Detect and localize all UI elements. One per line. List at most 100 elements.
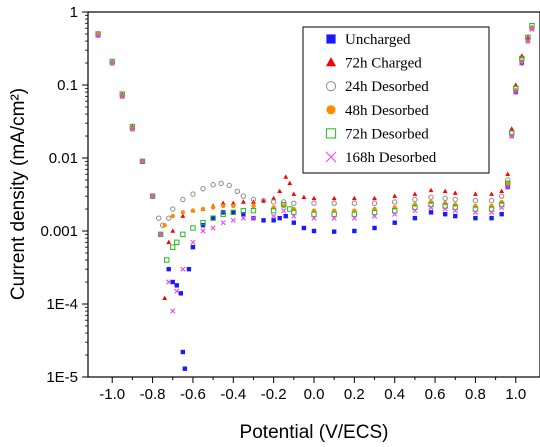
data-point <box>442 203 448 209</box>
data-point <box>109 60 115 66</box>
data-point <box>351 195 357 201</box>
data-point <box>174 283 179 288</box>
data-point <box>190 244 196 250</box>
data-point <box>139 158 146 165</box>
data-point <box>260 198 267 204</box>
y-axis-title: Current density (mA/cm²) <box>8 88 29 300</box>
data-point <box>277 215 282 221</box>
data-point <box>442 211 448 217</box>
data-point <box>271 218 276 223</box>
data-point <box>166 279 172 285</box>
x-axis-title: Potential (V/ECS) <box>240 422 389 442</box>
data-point <box>250 215 257 221</box>
data-point <box>488 198 495 204</box>
data-point <box>473 215 478 221</box>
data-point <box>371 209 378 216</box>
data-point <box>271 213 277 219</box>
data-point <box>180 210 186 215</box>
data-point <box>428 187 434 193</box>
data-point <box>250 196 257 203</box>
data-point <box>162 223 167 228</box>
data-point <box>240 207 247 214</box>
data-point <box>519 53 525 58</box>
data-point <box>352 228 357 234</box>
data-point <box>261 218 266 223</box>
data-point <box>392 220 397 225</box>
legend-label: Uncharged <box>345 32 411 48</box>
data-point <box>499 211 504 217</box>
x-tick-label: -0.6 <box>180 386 206 403</box>
y-tick-label: 0.01 <box>49 150 78 167</box>
data-point <box>513 89 519 95</box>
data-point <box>371 213 378 219</box>
data-point <box>311 195 317 201</box>
data-point <box>281 201 287 208</box>
data-point <box>488 209 495 215</box>
data-point <box>291 191 297 196</box>
data-point <box>230 209 236 216</box>
data-point <box>170 206 176 212</box>
data-point <box>283 213 288 219</box>
data-point <box>442 206 448 212</box>
data-point <box>372 225 377 231</box>
data-point <box>287 206 293 212</box>
data-point <box>271 195 277 201</box>
data-point <box>155 215 162 221</box>
data-point <box>281 203 286 209</box>
data-point <box>200 206 206 212</box>
data-point <box>499 188 505 194</box>
data-point <box>170 244 176 250</box>
data-point <box>331 211 337 217</box>
data-point <box>190 208 196 213</box>
data-point <box>509 126 515 131</box>
data-point <box>505 181 510 186</box>
data-point <box>95 32 101 38</box>
data-point <box>180 196 186 203</box>
data-point <box>519 55 525 62</box>
data-point <box>311 228 317 234</box>
data-point <box>210 215 216 221</box>
legend-marker <box>325 81 337 92</box>
data-point <box>163 257 170 263</box>
y-tick-label: 1 <box>70 4 78 21</box>
data-point <box>452 196 458 203</box>
legend-label: 72h Desorbed <box>345 126 429 142</box>
data-point <box>200 228 206 234</box>
legend-label: 24h Desorbed <box>345 79 429 95</box>
data-point <box>157 231 164 238</box>
y-tick-label: 0.1 <box>57 77 78 94</box>
data-point <box>230 217 236 223</box>
data-point <box>453 202 458 207</box>
data-point <box>251 203 256 209</box>
legend-label: 168h Desorbed <box>345 150 437 166</box>
data-point <box>519 60 525 66</box>
data-point <box>473 191 478 196</box>
data-point <box>498 193 505 199</box>
data-point <box>170 213 175 219</box>
data-point <box>291 200 297 206</box>
data-point <box>489 191 494 196</box>
data-point <box>234 188 241 194</box>
data-point <box>241 211 246 217</box>
data-point <box>210 205 216 210</box>
axis-ticks: -1.0 -0.8 -0.6 -0.4 -0.2 0.0 0.2 0.4 0.6 0.8 1.0 1 0… <box>40 4 526 403</box>
data-point <box>226 182 232 189</box>
y-tick-label: 0.001 <box>40 223 78 240</box>
data-point <box>174 239 180 246</box>
legend-marker <box>325 57 337 67</box>
data-point <box>505 180 511 187</box>
data-point <box>412 202 418 207</box>
data-point <box>271 205 276 210</box>
data-point <box>442 188 448 194</box>
data-point <box>220 203 226 209</box>
data-point <box>220 200 226 206</box>
data-point <box>525 38 531 44</box>
data-point <box>291 220 297 225</box>
series-2 <box>95 25 535 228</box>
data-point <box>428 210 434 215</box>
data-point <box>95 31 101 37</box>
data-point <box>261 198 266 203</box>
x-tick-label: 0.4 <box>384 386 405 403</box>
data-point <box>166 266 171 272</box>
legend-marker <box>325 151 337 163</box>
